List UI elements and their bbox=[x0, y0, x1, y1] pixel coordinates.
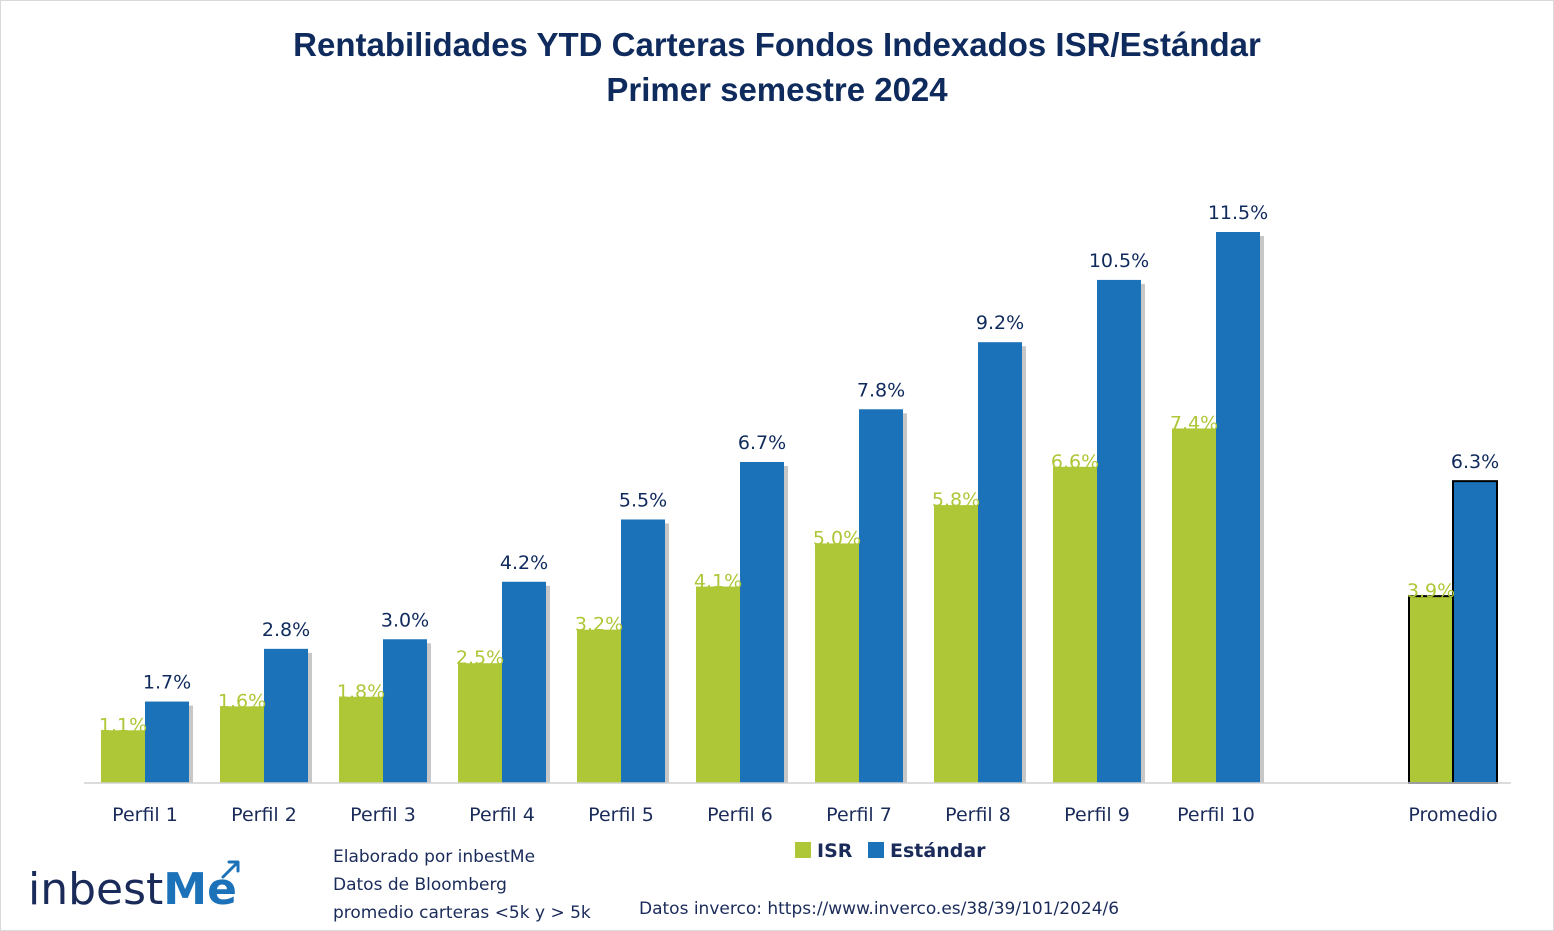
x-tick-label-perfil-5: Perfil 5 bbox=[588, 804, 654, 826]
data-label-estandar-perfil-1: 1.7% bbox=[143, 672, 191, 694]
x-tick-label-perfil-10: Perfil 10 bbox=[1177, 804, 1255, 826]
chart-title: Rentabilidades YTD Carteras Fondos Index… bbox=[293, 26, 1261, 63]
bar-estandar-perfil-4 bbox=[502, 581, 546, 783]
data-label-estandar-perfil-8: 9.2% bbox=[976, 312, 1024, 334]
x-tick-label-promedio: Promedio bbox=[1408, 804, 1497, 826]
bar-estandar-perfil-10 bbox=[1216, 232, 1260, 783]
bar-estandar-perfil-5 bbox=[621, 519, 665, 783]
footnotes: Elaborado por inbestMe Datos de Bloomber… bbox=[333, 847, 1119, 923]
bar-isr-perfil-4 bbox=[458, 663, 502, 783]
data-label-isr-perfil-3: 1.8% bbox=[337, 681, 385, 703]
bar-isr-perfil-8 bbox=[934, 505, 978, 783]
chart-subtitle: Primer semestre 2024 bbox=[606, 71, 948, 108]
data-label-estandar-perfil-3: 3.0% bbox=[381, 609, 429, 631]
bar-estandar-perfil-1 bbox=[145, 701, 189, 783]
x-tick-label-perfil-6: Perfil 6 bbox=[707, 804, 773, 826]
data-label-isr-perfil-1: 1.1% bbox=[99, 714, 147, 736]
data-label-isr-perfil-5: 3.2% bbox=[575, 614, 623, 636]
data-label-isr-perfil-6: 4.1% bbox=[694, 571, 742, 593]
bar-estandar-perfil-9 bbox=[1097, 279, 1141, 783]
data-labels: 1.1% 1.7% 1.6% 2.8% 1.8% 3.0% 2.5% 4.2% 3.2% 5.5%… bbox=[99, 202, 1499, 736]
bars-layer bbox=[101, 232, 1498, 785]
data-label-estandar-perfil-2: 2.8% bbox=[262, 619, 310, 641]
bar-estandar-perfil-8 bbox=[978, 342, 1022, 783]
bar-isr-perfil-6 bbox=[696, 586, 740, 783]
footnote-line-2: Datos de Bloomberg bbox=[333, 875, 507, 895]
bar-estandar-perfil-7 bbox=[859, 409, 903, 783]
bar-estandar-perfil-6 bbox=[740, 461, 784, 783]
data-label-isr-perfil-7: 5.0% bbox=[813, 527, 861, 549]
bar-isr-perfil-7 bbox=[815, 543, 859, 783]
x-tick-label-perfil-8: Perfil 8 bbox=[945, 804, 1011, 826]
bar-isr-promedio bbox=[1408, 595, 1454, 785]
data-label-estandar-perfil-5: 5.5% bbox=[619, 489, 667, 511]
arrow-up-right-icon bbox=[221, 860, 240, 879]
data-label-isr-perfil-9: 6.6% bbox=[1051, 451, 1099, 473]
legend-label-estandar: Estándar bbox=[890, 840, 986, 862]
data-label-isr-perfil-8: 5.8% bbox=[932, 489, 980, 511]
data-label-estandar-perfil-6: 6.7% bbox=[738, 432, 786, 454]
bar-isr-perfil-10 bbox=[1172, 428, 1216, 783]
x-tick-label-perfil-3: Perfil 3 bbox=[350, 804, 416, 826]
logo-suffix: Me bbox=[163, 864, 237, 915]
data-label-estandar-perfil-9: 10.5% bbox=[1089, 250, 1149, 272]
x-tick-label-perfil-4: Perfil 4 bbox=[469, 804, 535, 826]
logo-wordmark: inbestMe bbox=[28, 864, 237, 915]
data-label-estandar-perfil-4: 4.2% bbox=[500, 552, 548, 574]
bar-estandar-perfil-3 bbox=[383, 639, 427, 783]
data-label-estandar-perfil-7: 7.8% bbox=[857, 379, 905, 401]
data-label-estandar-promedio: 6.3% bbox=[1451, 451, 1499, 473]
legend-swatch-isr bbox=[795, 842, 811, 858]
legend: ISR Estándar bbox=[795, 840, 986, 862]
x-tick-label-perfil-7: Perfil 7 bbox=[826, 804, 892, 826]
data-label-isr-perfil-2: 1.6% bbox=[218, 690, 266, 712]
footnote-line-3: promedio carteras <5k y > 5k bbox=[333, 903, 591, 923]
x-tick-label-perfil-2: Perfil 2 bbox=[231, 804, 297, 826]
legend-swatch-estandar bbox=[868, 842, 884, 858]
bar-estandar-promedio bbox=[1452, 480, 1498, 784]
bar-isr-perfil-1 bbox=[101, 730, 145, 783]
x-tick-label-perfil-9: Perfil 9 bbox=[1064, 804, 1130, 826]
bar-estandar-perfil-2 bbox=[264, 648, 308, 783]
footnote-line-1: Elaborado por inbestMe bbox=[333, 847, 535, 867]
logo-prefix: inbest bbox=[28, 864, 163, 915]
bar-isr-perfil-3 bbox=[339, 696, 383, 783]
x-tick-label-perfil-1: Perfil 1 bbox=[112, 804, 178, 826]
data-label-isr-perfil-10: 7.4% bbox=[1170, 412, 1218, 434]
bar-isr-perfil-9 bbox=[1053, 466, 1097, 783]
bar-isr-perfil-5 bbox=[577, 629, 621, 783]
legend-label-isr: ISR bbox=[817, 840, 853, 862]
x-tick-labels: Perfil 1 Perfil 2 Perfil 3 Perfil 4 Perfil 5… bbox=[112, 804, 1497, 826]
data-label-isr-promedio: 3.9% bbox=[1407, 580, 1455, 602]
data-label-isr-perfil-4: 2.5% bbox=[456, 647, 504, 669]
inbestme-logo: inbestMe bbox=[28, 860, 240, 915]
source-note: Datos inverco: https://www.inverco.es/38… bbox=[639, 899, 1119, 919]
bar-isr-perfil-2 bbox=[220, 706, 264, 783]
data-label-estandar-perfil-10: 11.5% bbox=[1208, 202, 1268, 224]
